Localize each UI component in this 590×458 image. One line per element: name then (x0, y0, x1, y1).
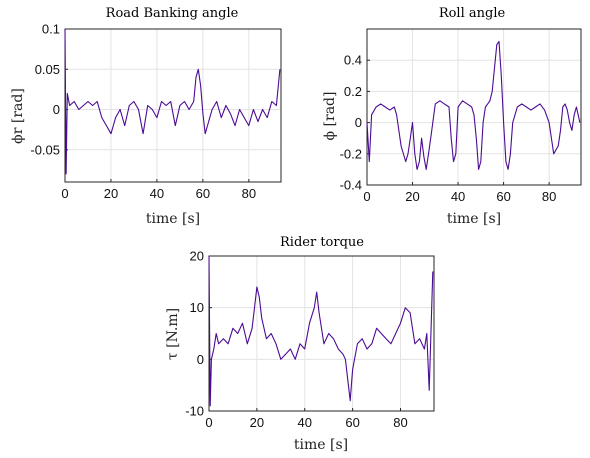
x-tick-label: 80 (242, 186, 256, 201)
series-line (208, 255, 434, 407)
series-line (64, 28, 281, 175)
x-axis-label: time [s] (294, 437, 348, 453)
chart-title: Rider torque (280, 235, 364, 250)
y-tick-label: 0.05 (35, 62, 60, 77)
y-tick-label: 20 (190, 249, 204, 264)
x-tick-label: 20 (104, 186, 118, 201)
x-axis-label: time [s] (447, 211, 501, 227)
grid (209, 256, 434, 411)
x-tick-label: 0 (205, 415, 212, 430)
chart-title: Road Banking angle (106, 6, 239, 21)
subplot-road-banking-angle: Road Banking angle 0 20 40 60 80 -0.05 0 0.05 0.… (10, 6, 282, 227)
x-tick-label: 20 (405, 189, 419, 204)
y-tick-label: 0.2 (344, 84, 362, 99)
y-tick-label: 0.4 (344, 53, 362, 68)
x-tick-label: 40 (150, 186, 164, 201)
y-tick-label: 0.1 (42, 22, 60, 37)
y-tick-label: -0.2 (340, 146, 362, 161)
y-tick-label: 0 (53, 102, 60, 117)
x-tick-label: 40 (451, 189, 465, 204)
chart-title: Roll angle (439, 6, 506, 21)
plot-area-frame (366, 28, 582, 186)
y-tick-label: -0.4 (340, 178, 362, 193)
series-line (366, 40, 581, 170)
x-tick-label: 40 (298, 415, 312, 430)
y-tick-label: -0.05 (30, 142, 60, 157)
x-tick-label: 0 (61, 186, 68, 201)
x-tick-label: 80 (542, 189, 556, 204)
x-tick-label: 60 (196, 186, 210, 201)
y-axis-label: ϕr [rad] (10, 88, 26, 144)
x-tick-label: 20 (250, 415, 264, 430)
grid (65, 29, 281, 182)
subplot-roll-angle: Roll angle 0 20 40 60 80 -0.4 -0.2 0 0.2 0.4 time… (322, 6, 582, 227)
ticks: 0 20 40 60 80 -0.4 -0.2 0 0.2 0.4 (340, 53, 557, 204)
plot-area-frame (64, 28, 282, 183)
grid (367, 29, 581, 185)
y-axis-label: τ [N.m] (165, 308, 181, 360)
x-tick-label: 80 (393, 415, 407, 430)
y-tick-label: 0 (355, 115, 362, 130)
y-tick-label: 0 (197, 352, 204, 367)
ticks: 0 20 40 60 80 -0.05 0 0.05 0.1 (30, 22, 256, 202)
x-axis-label: time [s] (146, 211, 200, 227)
y-tick-label: -10 (185, 404, 204, 419)
y-tick-label: 10 (190, 300, 204, 315)
x-tick-label: 0 (363, 189, 370, 204)
plot-area-frame (208, 255, 435, 412)
x-tick-label: 60 (496, 189, 510, 204)
y-axis-label: ϕ [rad] (322, 92, 338, 141)
x-tick-label: 60 (345, 415, 359, 430)
